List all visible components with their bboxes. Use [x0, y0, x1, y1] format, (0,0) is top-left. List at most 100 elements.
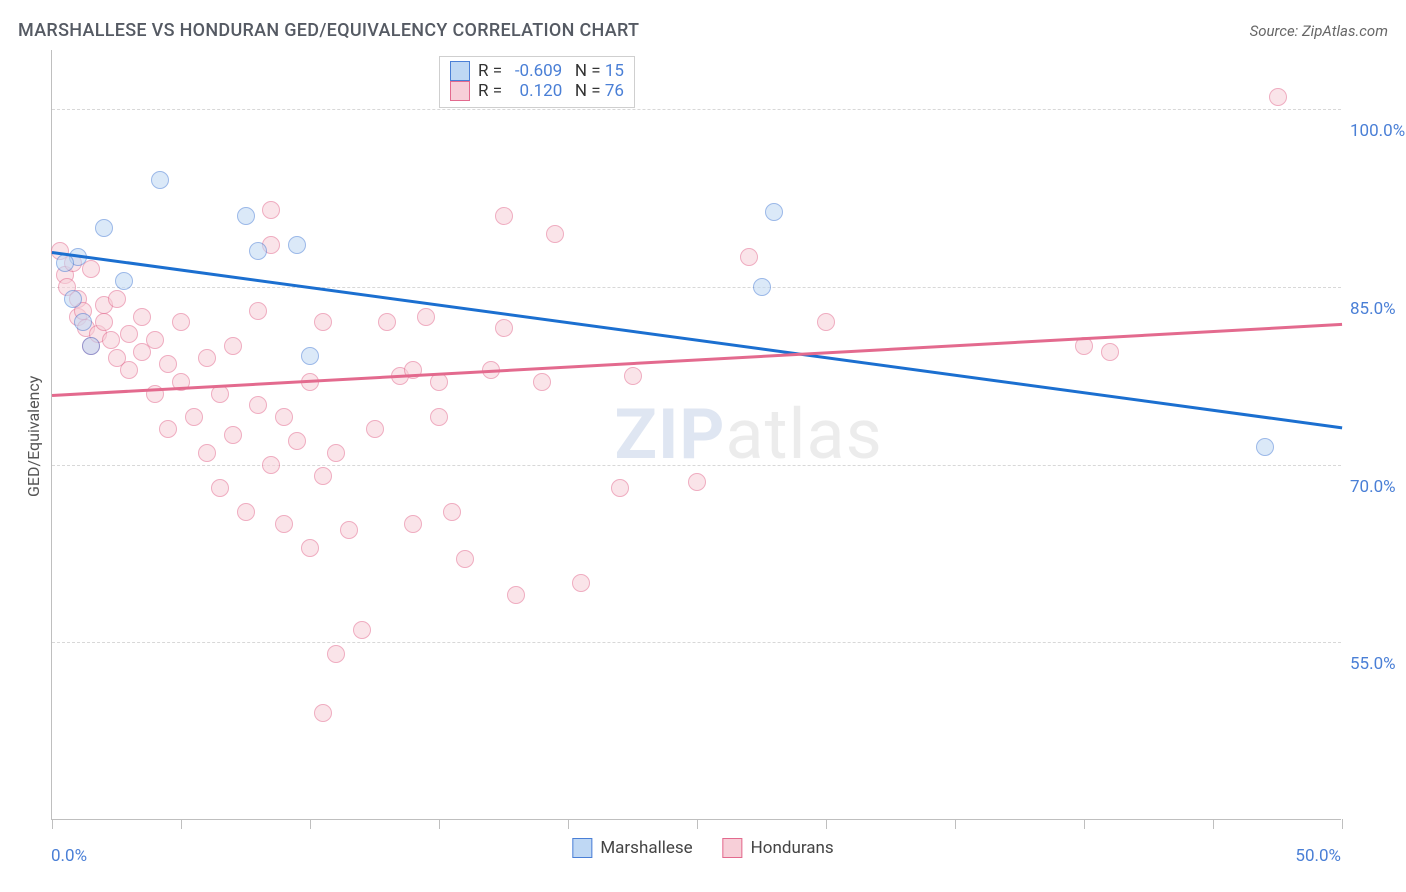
scatter-point	[572, 574, 590, 592]
scatter-point	[262, 456, 280, 474]
scatter-point	[159, 355, 177, 373]
scatter-point	[224, 426, 242, 444]
bottom-legend: Marshallese Hondurans	[572, 838, 833, 858]
scatter-point	[275, 515, 293, 533]
scatter-point	[456, 550, 474, 568]
plot-area: ZIPatlas55.0%70.0%85.0%100.0%R = -0.609 …	[52, 50, 1341, 819]
legend-swatch	[450, 61, 470, 81]
scatter-point	[404, 515, 422, 533]
y-tick-label: 70.0%	[1350, 477, 1396, 497]
scatter-point	[314, 313, 332, 331]
scatter-point	[249, 396, 267, 414]
x-tick	[181, 819, 182, 829]
x-tick-label-max: 50.0%	[1295, 846, 1341, 866]
scatter-point	[224, 337, 242, 355]
scatter-point	[288, 432, 306, 450]
y-tick-label: 100.0%	[1350, 121, 1405, 141]
scatter-point	[753, 278, 771, 296]
scatter-point	[314, 704, 332, 722]
scatter-point	[366, 420, 384, 438]
scatter-point	[817, 313, 835, 331]
bottom-legend-item: Marshallese	[572, 838, 692, 858]
x-tick	[439, 819, 440, 829]
scatter-point	[301, 539, 319, 557]
x-tick	[955, 819, 956, 829]
legend-series-label: Marshallese	[600, 838, 692, 858]
scatter-point	[1256, 438, 1274, 456]
scatter-point	[417, 308, 435, 326]
scatter-point	[1269, 88, 1287, 106]
gridline	[52, 287, 1341, 288]
scatter-point	[133, 308, 151, 326]
legend-series-label: Hondurans	[751, 838, 834, 858]
legend-stats-text: R = 0.120 N = 76	[478, 81, 624, 101]
gridline	[52, 465, 1341, 466]
scatter-point	[151, 171, 169, 189]
y-axis-title: GED/Equivalency	[24, 375, 43, 496]
scatter-point	[495, 319, 513, 337]
x-tick	[697, 819, 698, 829]
scatter-point	[327, 444, 345, 462]
scatter-point	[1101, 343, 1119, 361]
scatter-point	[262, 201, 280, 219]
scatter-point	[611, 479, 629, 497]
chart-source: Source: ZipAtlas.com	[1250, 22, 1388, 40]
scatter-point	[115, 272, 133, 290]
scatter-point	[74, 313, 92, 331]
chart-header: MARSHALLESE VS HONDURAN GED/EQUIVALENCY …	[18, 20, 1388, 41]
legend-stats-text: R = -0.609 N = 15	[478, 61, 624, 81]
scatter-point	[340, 521, 358, 539]
scatter-point	[64, 290, 82, 308]
scatter-point	[430, 408, 448, 426]
scatter-point	[56, 254, 74, 272]
scatter-point	[198, 349, 216, 367]
y-tick-label: 55.0%	[1350, 654, 1396, 674]
scatter-point	[765, 203, 783, 221]
scatter-plot: ZIPatlas55.0%70.0%85.0%100.0%R = -0.609 …	[51, 50, 1341, 820]
scatter-point	[95, 313, 113, 331]
trend-line	[52, 322, 1342, 396]
legend-swatch	[450, 81, 470, 101]
scatter-point	[198, 444, 216, 462]
scatter-point	[159, 420, 177, 438]
scatter-point	[624, 367, 642, 385]
scatter-point	[443, 503, 461, 521]
x-tick	[1213, 819, 1214, 829]
x-tick	[310, 819, 311, 829]
scatter-point	[120, 361, 138, 379]
scatter-point	[211, 479, 229, 497]
legend-row: R = -0.609 N = 15	[450, 61, 624, 81]
scatter-point	[353, 621, 371, 639]
scatter-point	[185, 408, 203, 426]
scatter-point	[95, 219, 113, 237]
scatter-point	[378, 313, 396, 331]
scatter-point	[495, 207, 513, 225]
chart-title: MARSHALLESE VS HONDURAN GED/EQUIVALENCY …	[18, 20, 639, 41]
scatter-point	[237, 503, 255, 521]
scatter-point	[533, 373, 551, 391]
scatter-point	[237, 207, 255, 225]
x-tick	[1084, 819, 1085, 829]
x-tick-label-min: 0.0%	[51, 846, 87, 866]
scatter-point	[249, 302, 267, 320]
scatter-point	[327, 645, 345, 663]
gridline	[52, 642, 1341, 643]
scatter-point	[249, 242, 267, 260]
x-tick	[52, 819, 53, 829]
scatter-point	[172, 313, 190, 331]
bottom-legend-item: Hondurans	[723, 838, 834, 858]
scatter-point	[740, 248, 758, 266]
stats-legend: R = -0.609 N = 15R = 0.120 N = 76	[439, 56, 635, 108]
y-tick-label: 85.0%	[1350, 299, 1396, 319]
scatter-point	[120, 325, 138, 343]
x-tick	[826, 819, 827, 829]
legend-row: R = 0.120 N = 76	[450, 81, 624, 101]
scatter-point	[507, 586, 525, 604]
x-tick	[1342, 819, 1343, 829]
scatter-point	[108, 290, 126, 308]
scatter-point	[146, 331, 164, 349]
scatter-point	[82, 337, 100, 355]
x-tick	[568, 819, 569, 829]
scatter-point	[288, 236, 306, 254]
scatter-point	[546, 225, 564, 243]
